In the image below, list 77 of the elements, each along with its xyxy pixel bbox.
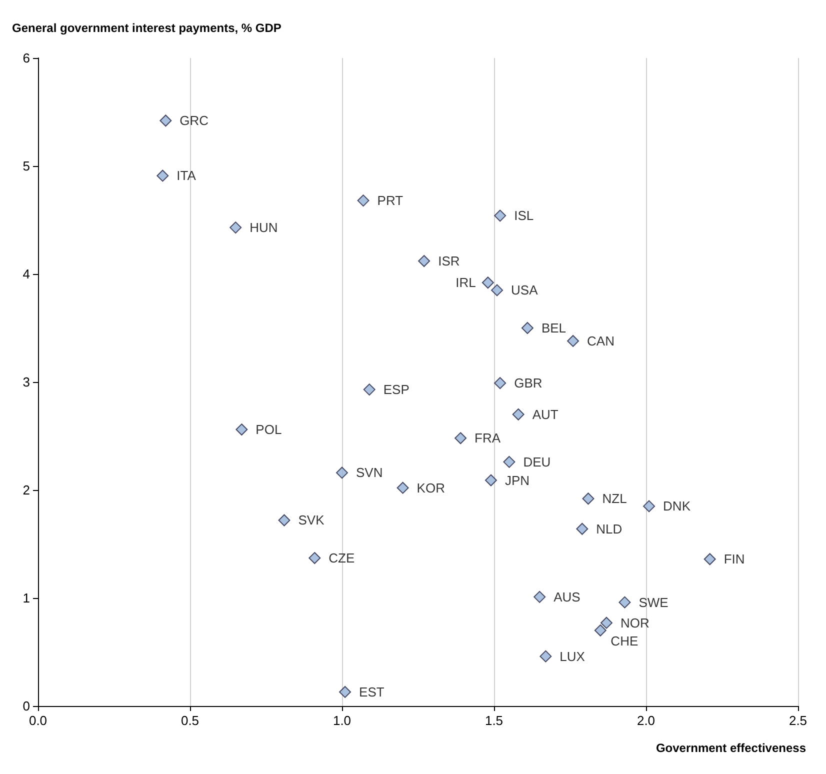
x-axis-title: Government effectiveness <box>656 741 806 755</box>
point <box>482 276 494 289</box>
point <box>230 222 242 234</box>
point <box>540 650 552 662</box>
annotation: JPN <box>504 472 530 488</box>
annotation: POL <box>256 422 282 438</box>
y-tick-label: 4 <box>22 266 30 282</box>
annotation: ISR <box>438 254 460 269</box>
annotation: ISL <box>514 208 534 224</box>
annotation: CHE <box>610 633 638 648</box>
y-tick-label: 3 <box>22 374 30 390</box>
y-tick-label: 2 <box>22 482 30 498</box>
annotation: LUX <box>560 648 586 664</box>
point <box>494 377 506 390</box>
annotation: NZL <box>602 491 627 506</box>
annotation: NLD <box>596 521 622 536</box>
annotation: CAN <box>587 333 614 348</box>
point <box>567 334 580 347</box>
y-tick-label: 6 <box>22 50 30 66</box>
point <box>363 384 376 396</box>
y-tick-label: 0 <box>22 698 30 714</box>
annotation: IRL <box>456 275 476 290</box>
point <box>308 552 321 564</box>
point <box>484 474 497 486</box>
x-tick-label: 2.0 <box>636 713 656 728</box>
annotation: FRA <box>474 430 501 446</box>
point <box>512 408 524 420</box>
point <box>357 194 370 207</box>
annotation: GRC <box>180 113 209 128</box>
point <box>236 424 248 436</box>
point <box>704 553 716 566</box>
annotation: SVK <box>298 512 325 528</box>
annotation: AUT <box>532 406 558 422</box>
annotation: CZE <box>328 550 355 566</box>
annotation: KOR <box>416 480 445 496</box>
annotation: DEU <box>523 454 551 470</box>
x-tick-label: 1.5 <box>484 713 504 728</box>
annotation: SWE <box>638 594 669 610</box>
annotation: SVN <box>356 465 383 480</box>
point <box>643 500 656 512</box>
point <box>278 514 290 526</box>
x-tick-label: 0.0 <box>28 713 48 728</box>
point <box>156 170 169 182</box>
annotation: EST <box>359 684 384 700</box>
annotation: HUN <box>250 220 278 236</box>
x-tick-label: 1.0 <box>332 713 352 728</box>
annotation: DNK <box>663 498 691 514</box>
point <box>600 616 612 629</box>
annotation: ESP <box>383 382 410 398</box>
annotation: PRT <box>377 193 404 208</box>
annotation: AUS <box>554 589 581 604</box>
point <box>594 624 606 636</box>
point <box>396 482 409 494</box>
annotation: GBR <box>514 376 542 391</box>
point <box>336 466 348 479</box>
annotation: FIN <box>724 552 745 567</box>
point <box>454 432 467 444</box>
y-axis-title: General government interest payments, % GDP <box>12 21 282 35</box>
point <box>582 492 594 505</box>
point <box>503 456 516 468</box>
point <box>576 522 588 535</box>
point <box>339 686 352 698</box>
point <box>494 210 506 222</box>
point <box>491 284 504 296</box>
annotation: NOR <box>620 615 650 630</box>
x-tick-label: 2.5 <box>788 713 808 728</box>
point <box>418 255 430 268</box>
y-tick-label: 5 <box>22 158 30 174</box>
y-tick-label: 1 <box>22 590 30 606</box>
point <box>160 114 172 127</box>
annotation: BEL <box>541 320 566 336</box>
point <box>521 322 534 334</box>
point <box>618 596 631 608</box>
point <box>534 590 546 603</box>
annotation: USA <box>511 282 538 298</box>
x-tick-label: 0.5 <box>180 713 200 728</box>
annotation: ITA <box>176 168 196 184</box>
